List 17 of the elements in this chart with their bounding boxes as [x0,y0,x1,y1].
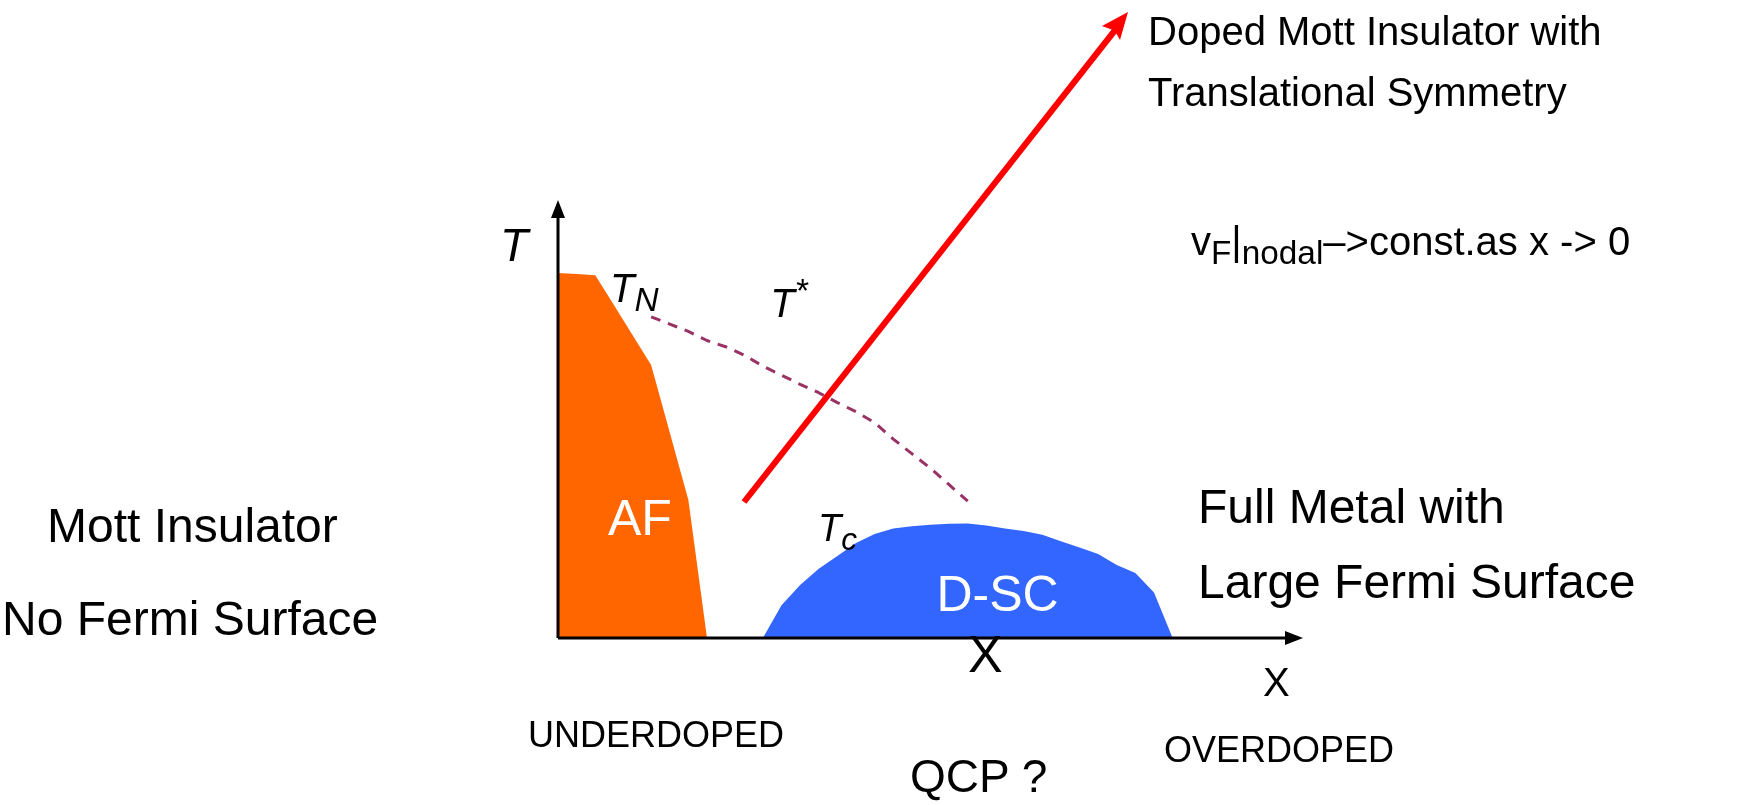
text: v$_{F}$|$_{nodal}$–>const.as x -> 0 [1191,219,1631,272]
annotation: T$_{N}$ [610,266,659,319]
text: Doped Mott Insulator with [1148,9,1602,53]
text: OVERDOPED [1164,729,1395,770]
text: Translational Symmetry [1148,70,1567,114]
text: Mott Insulator [47,499,338,553]
y-axis-title: T [500,219,529,271]
x-axis-title: X [1263,660,1290,704]
series-label: T$^{*}$ [770,271,808,325]
text: QCP ? [910,750,1048,802]
series-label: AF [607,489,672,546]
annotation: T$_{c}$ [818,507,858,557]
series-label: D-SC [936,565,1059,622]
text: UNDERDOPED [528,714,785,755]
annotation: Full Metal with [1198,480,1505,534]
annotation: Large Fermi Surface [1198,555,1636,609]
text: No Fermi Surface [2,592,379,646]
